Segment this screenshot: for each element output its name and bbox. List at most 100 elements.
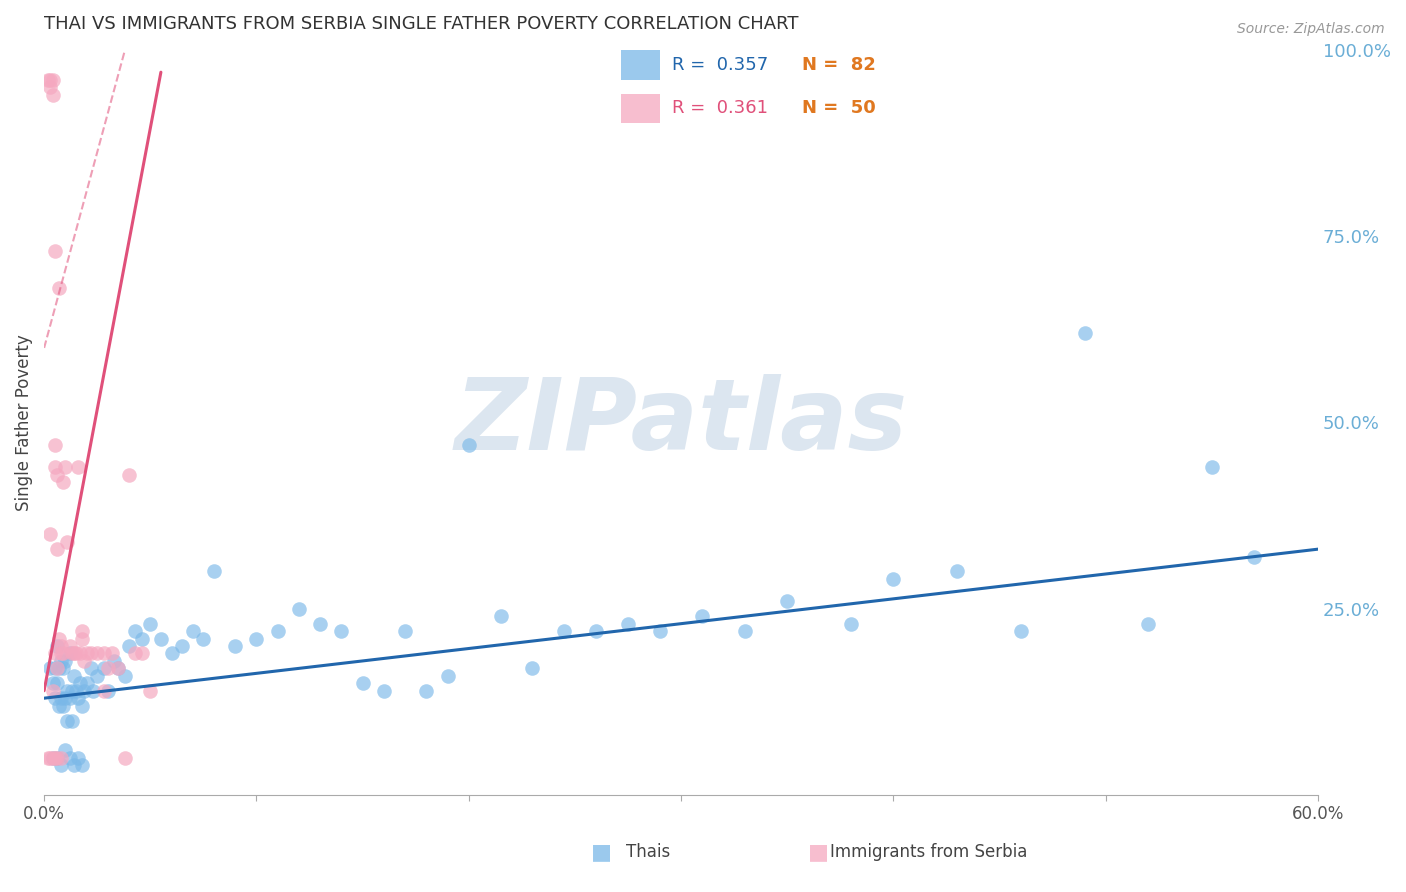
Point xyxy=(107,661,129,675)
Point xyxy=(45,751,67,765)
Point xyxy=(97,683,120,698)
Point xyxy=(48,698,70,713)
Point xyxy=(553,624,575,639)
Point xyxy=(37,751,59,765)
Point xyxy=(97,661,120,675)
Point xyxy=(309,616,332,631)
Point xyxy=(202,565,225,579)
Point xyxy=(37,72,59,87)
Point xyxy=(44,691,66,706)
Point xyxy=(114,751,136,765)
Point xyxy=(86,669,108,683)
Point xyxy=(49,654,72,668)
Point xyxy=(373,683,395,698)
Point xyxy=(63,669,86,683)
Point xyxy=(617,616,640,631)
Point xyxy=(45,661,67,675)
Point xyxy=(1010,624,1032,639)
Point xyxy=(41,87,63,102)
Point xyxy=(53,743,76,757)
Point xyxy=(45,542,67,557)
Point xyxy=(648,624,671,639)
Point xyxy=(48,632,70,646)
Point xyxy=(160,647,183,661)
Point xyxy=(58,691,80,706)
Point xyxy=(69,647,91,661)
Point xyxy=(49,751,72,765)
Point xyxy=(93,647,115,661)
Point xyxy=(45,467,67,482)
Point xyxy=(48,661,70,675)
Point xyxy=(82,683,104,698)
Point xyxy=(1201,460,1223,475)
Point xyxy=(734,624,756,639)
Point xyxy=(585,624,607,639)
Point xyxy=(114,669,136,683)
Point xyxy=(73,654,96,668)
Point xyxy=(58,647,80,661)
Point xyxy=(224,639,246,653)
Point xyxy=(41,751,63,765)
Point xyxy=(882,572,904,586)
Point xyxy=(39,72,62,87)
Point xyxy=(330,624,353,639)
Text: Source: ZipAtlas.com: Source: ZipAtlas.com xyxy=(1237,22,1385,37)
Point xyxy=(124,624,146,639)
Text: N =  82: N = 82 xyxy=(801,56,876,74)
Point xyxy=(1073,326,1095,340)
Point xyxy=(72,632,94,646)
Point xyxy=(394,624,416,639)
Text: THAI VS IMMIGRANTS FROM SERBIA SINGLE FATHER POVERTY CORRELATION CHART: THAI VS IMMIGRANTS FROM SERBIA SINGLE FA… xyxy=(44,15,799,33)
Point xyxy=(93,683,115,698)
Point xyxy=(41,676,63,690)
Point xyxy=(49,639,72,653)
Point xyxy=(131,647,153,661)
Point xyxy=(457,438,479,452)
Point xyxy=(60,683,83,698)
Point xyxy=(72,758,94,772)
Point xyxy=(245,632,267,646)
Point xyxy=(45,676,67,690)
Point xyxy=(489,609,512,624)
Point xyxy=(44,647,66,661)
Point xyxy=(72,624,94,639)
Y-axis label: Single Father Poverty: Single Father Poverty xyxy=(15,334,32,511)
Point xyxy=(52,698,75,713)
Point xyxy=(44,751,66,765)
Point xyxy=(41,72,63,87)
Point xyxy=(103,654,125,668)
Point xyxy=(39,751,62,765)
Point xyxy=(65,647,87,661)
Point xyxy=(266,624,288,639)
Point xyxy=(352,676,374,690)
Point xyxy=(52,647,75,661)
Text: R =  0.357: R = 0.357 xyxy=(672,56,768,74)
Text: Immigrants from Serbia: Immigrants from Serbia xyxy=(830,843,1026,861)
Point xyxy=(118,639,141,653)
Point xyxy=(1243,549,1265,564)
Point xyxy=(44,438,66,452)
Point xyxy=(60,647,83,661)
Point xyxy=(172,639,194,653)
Point xyxy=(52,661,75,675)
Point xyxy=(118,467,141,482)
Point xyxy=(65,683,87,698)
Text: ZIPatlas: ZIPatlas xyxy=(454,374,908,471)
Point xyxy=(53,691,76,706)
Point xyxy=(288,601,311,615)
Point xyxy=(93,661,115,675)
Point xyxy=(139,616,162,631)
Point xyxy=(41,751,63,765)
Point xyxy=(48,281,70,295)
Point xyxy=(49,758,72,772)
Point xyxy=(72,698,94,713)
Point xyxy=(39,80,62,95)
Point xyxy=(67,691,90,706)
Point xyxy=(839,616,862,631)
Bar xyxy=(620,94,659,123)
Point xyxy=(58,639,80,653)
Point xyxy=(52,475,75,489)
Text: N =  50: N = 50 xyxy=(801,99,876,117)
Point xyxy=(73,683,96,698)
Point xyxy=(1137,616,1160,631)
